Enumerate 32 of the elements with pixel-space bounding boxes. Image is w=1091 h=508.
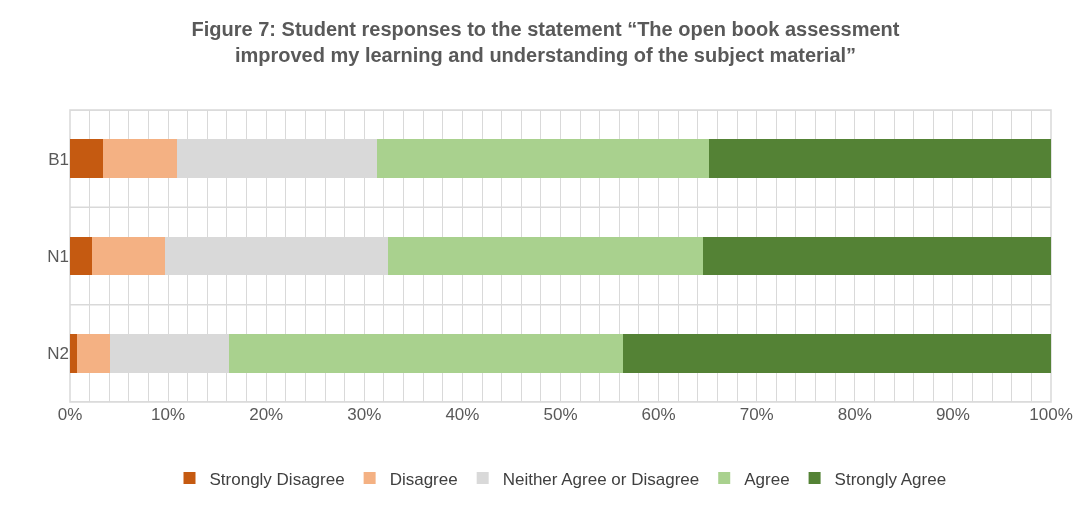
legend-label: Strongly Disagree [209, 469, 345, 489]
bar [377, 139, 709, 179]
legend-label: Neither Agree or Disagree [502, 469, 700, 489]
x-tick-label: 70% [739, 405, 774, 424]
legend-label: Disagree [389, 469, 458, 489]
y-tick-label: N1 [47, 246, 69, 266]
bar [623, 333, 1051, 373]
bar [228, 333, 624, 373]
legend-label: Strongly Agree [834, 469, 947, 489]
x-tick-label: 40% [445, 405, 480, 424]
x-tick-label: 90% [935, 405, 970, 424]
bar [702, 236, 1051, 276]
bar [76, 333, 111, 373]
bar [387, 236, 703, 276]
x-tick-label: 60% [641, 405, 676, 424]
bar [708, 139, 1051, 179]
bar [70, 236, 92, 276]
y-tick-label: B1 [48, 149, 69, 169]
chart-title: Figure 7: Student responses to the statement “The open book assessment improved my learning and understanding of the subject material” [191, 17, 900, 66]
legend-label: Agree [744, 469, 790, 489]
bar [103, 139, 177, 179]
bar [70, 333, 77, 373]
x-tick-label: 0% [57, 405, 83, 424]
x-tick-label: 30% [347, 405, 382, 424]
x-tick-label: 50% [543, 405, 578, 424]
x-tick-label: 10% [151, 405, 186, 424]
y-tick-label: N2 [47, 344, 69, 364]
x-tick-label: 100% [1029, 405, 1073, 424]
bar [91, 236, 166, 276]
bar [70, 139, 104, 179]
x-tick-label: 20% [249, 405, 284, 424]
x-tick-label: 80% [837, 405, 872, 424]
